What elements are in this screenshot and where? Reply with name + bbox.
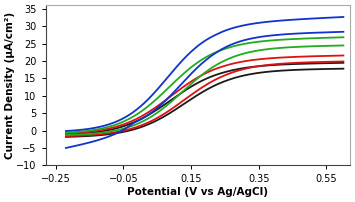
- Y-axis label: Current Density (μA/cm²): Current Density (μA/cm²): [5, 12, 15, 159]
- X-axis label: Potential (V vs Ag/AgCl): Potential (V vs Ag/AgCl): [127, 187, 268, 197]
